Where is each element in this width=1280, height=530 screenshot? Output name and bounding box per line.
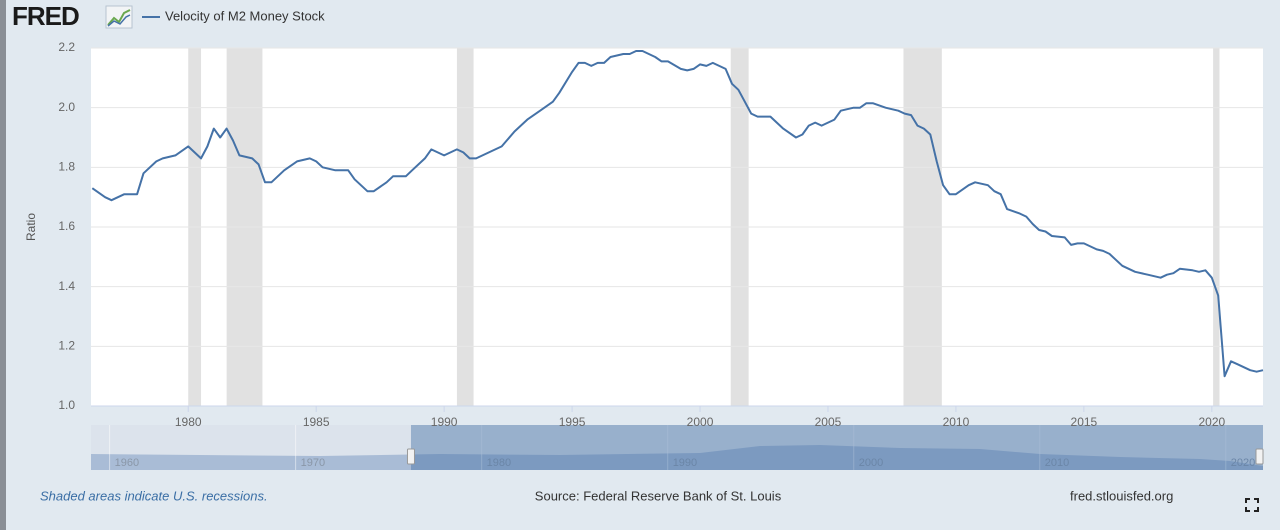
site-note[interactable]: fred.stlouisfed.org xyxy=(1070,488,1173,503)
navigator-handle[interactable] xyxy=(406,448,415,465)
y-tick-label: 1.2 xyxy=(58,339,75,353)
navigator-tick-label: 1990 xyxy=(673,457,697,469)
source-note: Source: Federal Reserve Bank of St. Loui… xyxy=(535,488,782,503)
navigator-handle[interactable] xyxy=(1255,448,1264,465)
y-tick-label: 1.6 xyxy=(58,219,75,233)
x-tick-label: 1985 xyxy=(303,415,330,429)
logo-icon xyxy=(105,5,133,29)
x-tick-label: 2000 xyxy=(687,415,714,429)
x-tick-label: 2015 xyxy=(1071,415,1098,429)
navigator: 1960 1970 1980 1990 2000 2010 2020 xyxy=(91,425,1264,470)
logo: FRED xyxy=(12,1,79,31)
x-tick-label: 1995 xyxy=(559,415,586,429)
x-tick-label: 2020 xyxy=(1198,415,1225,429)
navigator-tick-label: 1970 xyxy=(301,457,325,469)
y-tick-label: 1.4 xyxy=(58,279,75,293)
x-tick-label: 2005 xyxy=(815,415,842,429)
y-tick-label: 1.8 xyxy=(58,160,75,174)
x-tick-label: 1980 xyxy=(175,415,202,429)
navigator-tick-label: 1980 xyxy=(487,457,511,469)
left-edge xyxy=(0,0,6,530)
navigator-selection xyxy=(410,425,1263,470)
series-line xyxy=(91,50,1264,378)
y-tick-label: 1.0 xyxy=(58,398,75,412)
y-tick-label: 2.2 xyxy=(58,40,75,54)
y-tick-label: 2.0 xyxy=(58,100,75,114)
recession-note: Shaded areas indicate U.S. recessions. xyxy=(40,488,268,503)
x-tick-label: 1990 xyxy=(431,415,458,429)
navigator-tick-label: 1960 xyxy=(115,457,139,469)
y-axis-title: Ratio xyxy=(24,213,38,241)
x-tick-label: 2010 xyxy=(943,415,970,429)
navigator-area xyxy=(91,445,1263,470)
navigator-tick-label: 2000 xyxy=(859,457,883,469)
navigator-tick-label: 2020 xyxy=(1231,457,1255,469)
plot-layer xyxy=(91,47,1264,412)
legend-label: Velocity of M2 Money Stock xyxy=(165,8,325,23)
fullscreen-icon[interactable] xyxy=(1245,498,1259,512)
navigator-tick-label: 2010 xyxy=(1045,457,1069,469)
